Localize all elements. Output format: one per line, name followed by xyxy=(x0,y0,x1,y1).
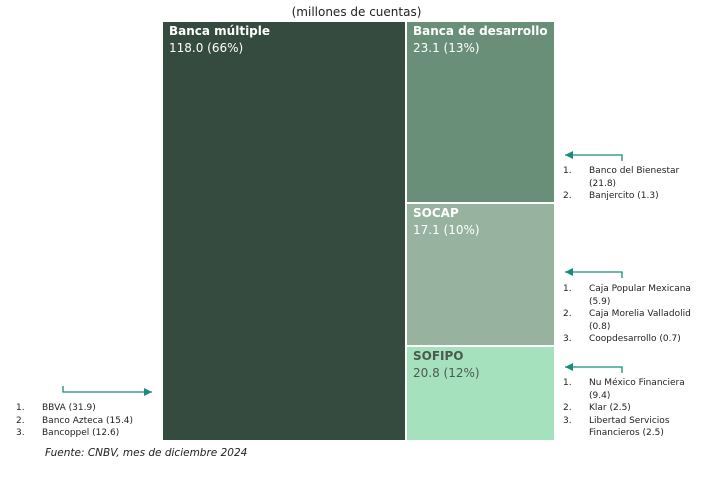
arrow-head xyxy=(565,363,573,371)
top-list: 1. Nu México Financiera (9.4) 2. Klar (2.5)… xyxy=(563,377,708,440)
list-item: 1. Banco del Bienestar (21.8) xyxy=(563,166,680,189)
tile-name: SOCAP xyxy=(413,206,459,220)
list-item: 3. Bancoppel (12.6) xyxy=(16,428,120,438)
top-list: 1. Caja Popular Mexicana (5.9) 2. Caja More… xyxy=(563,283,708,346)
top-list: 1. Banco del Bienestar (21.8) 2. Banjercito… xyxy=(563,165,708,203)
tile-0: Banca múltiple 118.0 (66%) xyxy=(163,22,405,440)
list-item: 3. Coopdesarrollo (0.7) xyxy=(563,334,681,344)
arrow-line xyxy=(565,154,623,161)
list-item: 1. BBVA (31.9) xyxy=(16,403,96,413)
list-item: 2. Caja Morelia Valladolid (0.8) xyxy=(563,309,691,332)
list-item: 3. Libertad Servicios Financieros (2.5) xyxy=(563,415,670,439)
tile-name: Banca múltiple xyxy=(169,24,271,38)
list-item: 1. Caja Popular Mexicana (5.9) xyxy=(563,284,691,307)
tile-value: 23.1 (13%) xyxy=(413,41,480,55)
list-item: 2. Banco Azteca (15.4) xyxy=(16,415,134,426)
arrow-line xyxy=(565,366,623,373)
arrow-head xyxy=(565,151,573,159)
tile-value: 20.8 (12%) xyxy=(413,366,480,380)
tile-name: SOFIPO xyxy=(413,349,464,363)
tile-value: 17.1 (10%) xyxy=(413,223,480,237)
arrow-line xyxy=(62,386,152,393)
tile-3: SOFIPO 20.8 (12%) xyxy=(407,347,554,440)
arrow-line xyxy=(565,271,623,278)
top-list: 1. BBVA (31.9) 2. Banco Azteca (15.4) 3. Banc… xyxy=(16,402,156,440)
arrow-head xyxy=(144,388,152,396)
tile-1: Banca de desarrollo 23.1 (13%) xyxy=(407,22,554,202)
arrow-head xyxy=(565,268,573,276)
tile-value: 118.0 (66%) xyxy=(169,41,244,55)
chart-title: (millones de cuentas) xyxy=(291,5,422,19)
list-item: 2. Klar (2.5) xyxy=(563,403,631,413)
tile-name: Banca de desarrollo xyxy=(413,24,548,38)
tile-2: SOCAP 17.1 (10%) xyxy=(407,204,554,345)
list-item: 2. Banjercito (1.3) xyxy=(563,191,659,201)
source-note: Fuente: CNBV, mes de diciembre 2024 xyxy=(45,447,248,459)
list-item: 1. Nu México Financiera (9.4) xyxy=(563,378,685,401)
